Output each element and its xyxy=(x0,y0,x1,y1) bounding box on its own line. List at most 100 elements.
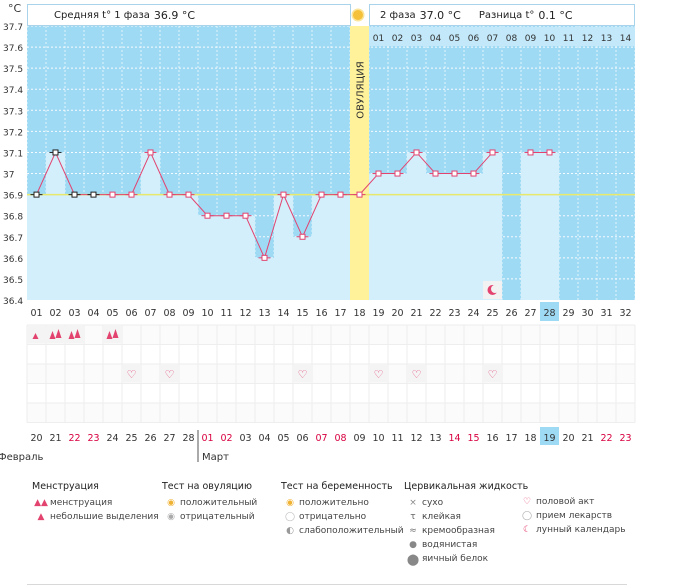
temp-point xyxy=(109,191,116,198)
ovulation-positive-icon: ◉ xyxy=(167,498,175,508)
temp-bar xyxy=(388,173,407,300)
cycle-day-label: 17 xyxy=(334,308,346,319)
legend-item: клейкая xyxy=(422,512,461,522)
y-tick-label: 37 xyxy=(3,171,14,181)
phase2-label: 2 фаза xyxy=(380,9,416,21)
pregnancy-weak-icon: ◐ xyxy=(286,526,294,536)
cycle-day-label: 12 xyxy=(239,308,251,319)
temp-bar xyxy=(160,194,179,300)
medication-icon: ◯ xyxy=(521,511,533,521)
temp-bar xyxy=(141,152,160,300)
diff-label: Разница t° xyxy=(478,9,535,21)
date-label: 25 xyxy=(125,433,137,444)
pregnancy-positive-icon: ◉ xyxy=(286,498,294,508)
temp-bar xyxy=(84,194,103,300)
temp-bar xyxy=(312,194,331,300)
temp-segment xyxy=(36,152,56,195)
legend-item: яичный белок xyxy=(422,554,489,564)
date-label: 14 xyxy=(448,433,460,444)
temp-point xyxy=(185,191,192,198)
date-label: 06 xyxy=(296,433,308,444)
temp-point xyxy=(280,191,287,198)
date-label: 07 xyxy=(315,433,327,444)
cycle-day-label: 07 xyxy=(144,308,156,319)
temp-bar xyxy=(255,257,274,300)
intercourse-icon: ♡ xyxy=(165,368,175,381)
temp-segment xyxy=(55,152,75,195)
temp-bar xyxy=(540,152,559,300)
cycle-day-label: 27 xyxy=(524,308,536,319)
temperature-bars xyxy=(27,152,559,300)
date-label: 27 xyxy=(163,433,175,444)
cycle-day-label: 21 xyxy=(410,308,422,319)
temp-segment xyxy=(264,194,284,258)
post-ovulation-day-label: 08 xyxy=(506,34,518,44)
date-label: 21 xyxy=(581,433,593,444)
cycle-day-label: 02 xyxy=(49,308,61,319)
date-label: 17 xyxy=(505,433,517,444)
y-tick-label: 37.1 xyxy=(3,149,23,159)
date-label: 19 xyxy=(543,433,555,444)
date-label: 04 xyxy=(258,433,270,444)
cycle-day-label: 20 xyxy=(391,308,403,319)
temp-bar xyxy=(369,173,388,300)
month-feb-label: Февраль xyxy=(0,452,44,463)
date-label: 11 xyxy=(391,433,403,444)
cycle-day-label: 04 xyxy=(87,308,99,319)
post-ovulation-day-label: 03 xyxy=(411,34,422,44)
post-ovulation-day-label: 05 xyxy=(449,34,460,44)
post-ovulation-day-label: 10 xyxy=(544,34,556,44)
legend-item: менструация xyxy=(50,498,113,508)
cycle-day-label: 10 xyxy=(201,308,213,319)
phase2-value: 37.0 °C xyxy=(419,8,461,22)
intercourse-icon: ♡ xyxy=(522,497,532,507)
menstruation-drop xyxy=(74,329,81,338)
temp-bar xyxy=(274,194,293,300)
light-discharge-drop xyxy=(32,333,39,339)
post-ovulation-day-label: 06 xyxy=(468,34,480,44)
cycle-day-label: 24 xyxy=(467,308,479,319)
legend-ovulation-test: Тест на овуляцию ◉ положительный ◉ отрицат… xyxy=(162,481,257,524)
y-tick-label: 36.6 xyxy=(3,255,23,265)
temp-point xyxy=(261,254,268,261)
cycle-day-label: 25 xyxy=(486,308,498,319)
legend-cervical-title: Цервикальная жидкость xyxy=(404,481,529,492)
legend-menstruation-title: Менструация xyxy=(32,481,99,492)
menstruation-cell xyxy=(28,326,45,344)
date-label: 08 xyxy=(334,433,346,444)
menstruation-cell xyxy=(66,326,83,344)
moon-shadow xyxy=(491,285,499,293)
legend-pregnancy-test-title: Тест на беременность xyxy=(281,481,393,492)
intercourse-icon: ♡ xyxy=(127,368,137,381)
post-ovulation-day-label: 01 xyxy=(373,34,384,44)
menstruation-cell xyxy=(104,326,121,344)
intercourse-icon: ♡ xyxy=(488,368,498,381)
temp-point xyxy=(204,212,211,219)
phase1-label: Средняя t° 1 фаза xyxy=(54,9,150,21)
temp-bar xyxy=(236,215,255,300)
y-tick-label: 36.4 xyxy=(3,297,23,307)
y-tick-label: 37.3 xyxy=(3,107,23,117)
temp-point xyxy=(356,191,363,198)
date-label: 09 xyxy=(353,433,365,444)
phase1-value: 36.9 °C xyxy=(153,8,196,22)
date-label: 26 xyxy=(144,433,156,444)
cycle-day-label: 22 xyxy=(429,308,441,319)
temp-bar xyxy=(46,152,65,300)
post-ovulation-day-label: 11 xyxy=(563,34,574,44)
temp-segment xyxy=(473,152,493,174)
temp-segment xyxy=(245,215,265,259)
date-label: 12 xyxy=(410,433,422,444)
secondary-row-bg xyxy=(369,27,635,46)
date-label: 21 xyxy=(49,433,61,444)
date-label: 20 xyxy=(30,433,42,444)
date-label: 20 xyxy=(562,433,574,444)
cycle-day-label: 28 xyxy=(543,308,555,319)
temp-segment xyxy=(283,194,303,237)
temp-bar xyxy=(426,173,445,300)
temp-bar xyxy=(198,215,217,300)
legend-menstruation: Менструация ▲▲ менструация ▲ небольшие выд… xyxy=(32,481,159,524)
cycle-day-label: 09 xyxy=(182,308,194,319)
egg-white-icon: ⬤ xyxy=(406,552,420,566)
temp-point xyxy=(71,191,78,198)
